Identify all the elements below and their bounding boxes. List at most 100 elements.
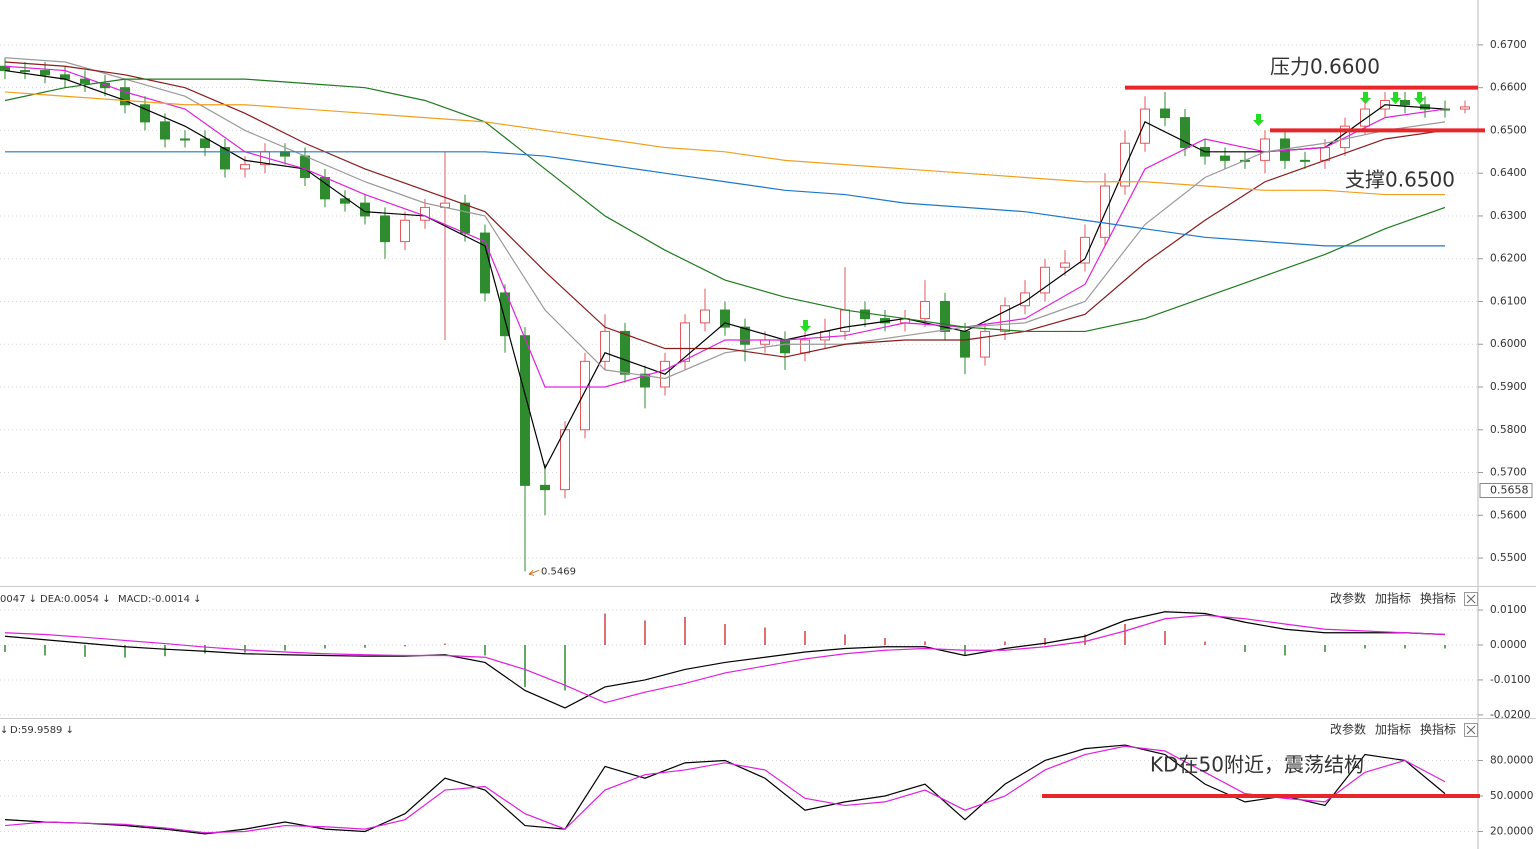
indicator-line (4, 611, 1446, 709)
indicator-value: D:59.9589 ↓ (10, 725, 74, 736)
candle-body (1060, 262, 1070, 268)
y-tick-label: 0.6200 (1490, 253, 1527, 265)
candle-body (640, 373, 650, 388)
candle-body (600, 330, 610, 362)
y-tick-label: 0.5600 (1490, 509, 1527, 521)
candle-body (300, 155, 310, 178)
indicator-line (4, 91, 1445, 196)
price-tag-label: 0.5658 (1490, 483, 1529, 496)
candle-body (140, 104, 150, 123)
level-label: KD在50附近，震荡结构 (1150, 753, 1364, 777)
indicator-value: 0047 ↓ (0, 594, 37, 605)
candle-body (720, 309, 730, 328)
candle-body (1120, 142, 1130, 187)
y-tick-label: 0.5800 (1490, 424, 1527, 436)
candle-body (1260, 138, 1270, 161)
macd-bar (164, 644, 166, 657)
signal-arrow (1253, 114, 1264, 126)
indicator-line (4, 69, 1446, 470)
macd-bar (564, 644, 566, 691)
indicator-line (4, 57, 1446, 380)
candle-body (1180, 117, 1190, 149)
toolbar-button[interactable]: 加指标 (1375, 722, 1411, 737)
candle-body (1000, 305, 1010, 332)
candle-body (40, 70, 50, 76)
macd-bar (124, 644, 126, 658)
macd-bar (1364, 644, 1366, 649)
macd-bar (724, 624, 726, 645)
indicator-value: DEA:0.0054 ↓ (40, 594, 111, 605)
candle-body (1360, 108, 1370, 127)
toolbar-button[interactable]: 改参数 (1330, 591, 1366, 606)
macd-bar (804, 631, 806, 645)
candle-body (380, 215, 390, 243)
candle-body (980, 330, 990, 358)
candle-body (1040, 266, 1050, 294)
y-tick-label: 0.6100 (1490, 295, 1527, 307)
macd-bar (1204, 641, 1206, 645)
toolbar-button[interactable]: 加指标 (1375, 591, 1411, 606)
candle-body (680, 322, 690, 362)
low-arrow (528, 569, 540, 576)
candle-body (220, 147, 230, 170)
candle-body (620, 330, 630, 375)
macd-bar (404, 644, 406, 647)
y-tick-label: -0.0200 (1490, 709, 1531, 721)
macd-bar (764, 627, 766, 645)
level-label: 压力0.6600 (1270, 55, 1380, 79)
macd-bar (1164, 631, 1166, 645)
macd-bar (244, 644, 246, 653)
y-tick-label: 0.6500 (1490, 124, 1527, 136)
candle-body (500, 292, 510, 337)
candle-body (740, 326, 750, 345)
candle-body (760, 339, 770, 345)
indicator-value: MACD:-0.0014 ↓ (118, 594, 202, 605)
candle-body (940, 300, 950, 332)
macd-bar (1324, 644, 1326, 652)
indicator-line (4, 78, 1446, 333)
level-label: 支撑0.6500 (1345, 168, 1455, 192)
toolbar-button[interactable]: 改参数 (1330, 722, 1366, 737)
candle-body (1400, 99, 1410, 106)
toolbar-button[interactable]: 换指标 (1420, 722, 1456, 737)
y-tick-label: 20.0000 (1490, 825, 1533, 837)
low-label: 0.5469 (541, 566, 576, 577)
price-tag (1479, 482, 1533, 498)
candle-body (420, 206, 430, 221)
macd-bar (1004, 641, 1006, 645)
macd-bar (44, 644, 46, 656)
macd-bar (604, 613, 606, 645)
candle-body (180, 138, 190, 141)
close-icon (1466, 725, 1476, 735)
y-tick-label: 0.5700 (1490, 467, 1527, 479)
candle-body (1140, 108, 1150, 144)
y-tick-label: 0.6700 (1490, 39, 1527, 51)
macd-bar (924, 641, 926, 645)
candle-body (400, 219, 410, 243)
y-tick-label: 0.0000 (1490, 639, 1527, 651)
macd-bar (1044, 637, 1046, 645)
macd-bar (1124, 624, 1126, 645)
candle-body (1080, 236, 1090, 264)
y-tick-label: 80.0000 (1490, 754, 1533, 766)
toolbar-button[interactable]: 换指标 (1420, 591, 1456, 606)
candle-body (540, 484, 550, 491)
y-tick-label: 0.6600 (1490, 82, 1527, 94)
candle-body (280, 151, 290, 157)
y-tick-label: 0.6300 (1490, 210, 1527, 222)
indicator-line (4, 61, 1446, 358)
candle-body (560, 429, 570, 491)
macd-bar (444, 643, 446, 645)
candle-body (860, 309, 870, 320)
macd-bar (1444, 644, 1446, 649)
close-buttons (1464, 592, 1478, 737)
candle-body (1160, 108, 1170, 119)
indicator-line (4, 745, 1446, 834)
y-tick-label: 50.0000 (1490, 790, 1533, 802)
y-tick-label: 0.6400 (1490, 167, 1527, 179)
candle-body (1460, 106, 1470, 110)
signal-arrow (1414, 92, 1425, 104)
